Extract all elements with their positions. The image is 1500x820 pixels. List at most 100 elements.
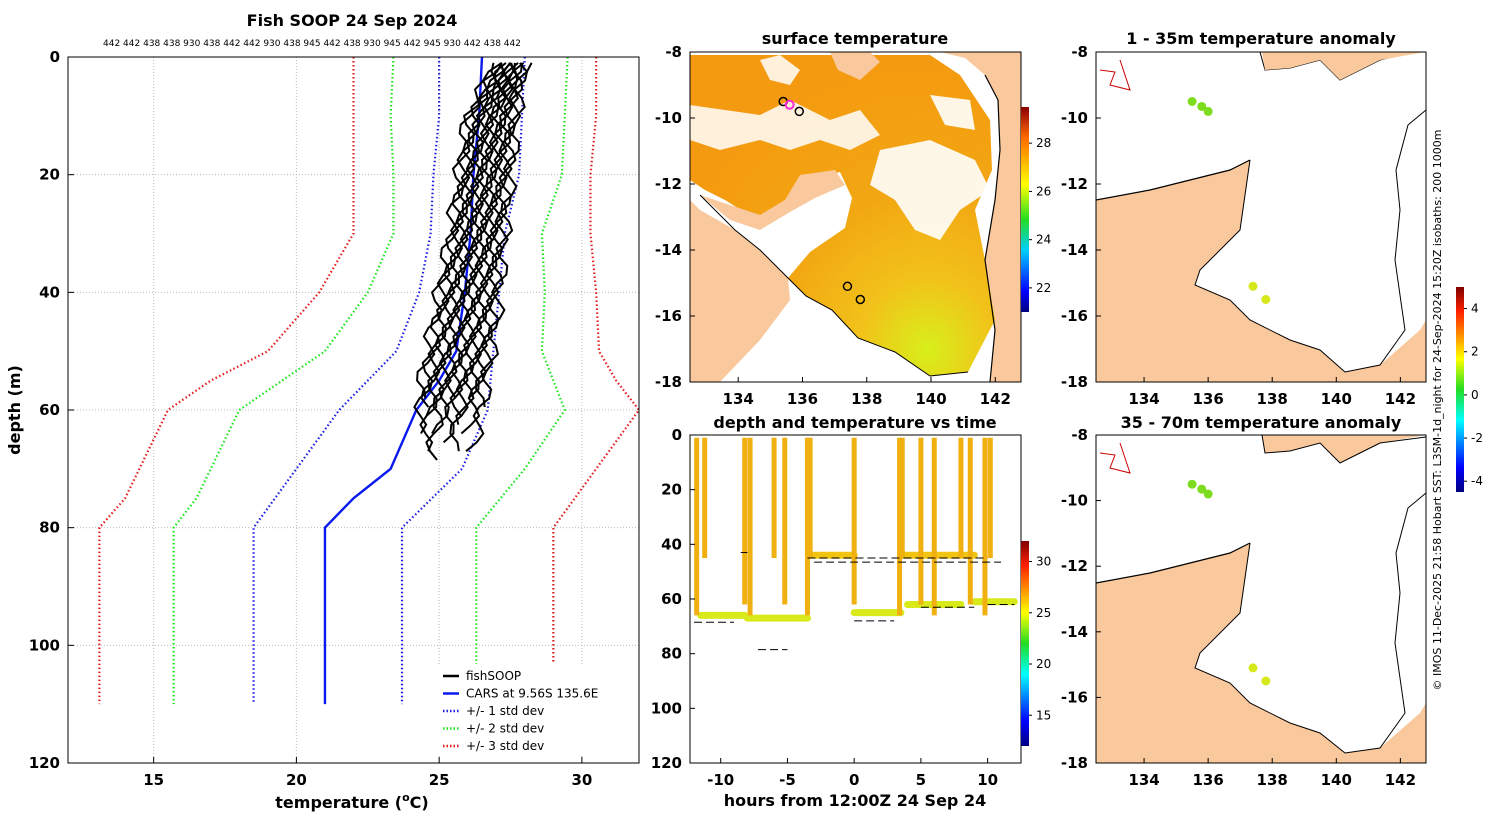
profile-ticks: 15 20 25 30 0 20 40 60 80 100 120 xyxy=(29,48,593,789)
y-tick-label: 100 xyxy=(29,636,60,654)
y-tick-label: -16 xyxy=(1061,307,1088,325)
y-tick-label: 0 xyxy=(672,426,682,444)
colorbar-tick-label: 2 xyxy=(1471,345,1479,359)
series-line xyxy=(400,56,526,705)
fish-soop-profiles xyxy=(413,62,533,461)
y-tick-label: 60 xyxy=(661,590,682,608)
x-tick-label: 25 xyxy=(429,771,450,789)
time-xlabel: hours from 12:00Z 24 Sep 24 xyxy=(724,791,986,810)
profile-grid xyxy=(68,56,639,764)
land-mass xyxy=(1096,543,1426,763)
anomaly-colorbar xyxy=(1456,287,1464,492)
legend-box xyxy=(438,664,618,756)
colorbar-tick-label: 24 xyxy=(1036,233,1051,247)
sst-map-area xyxy=(690,52,1021,382)
anom2-cruise-points xyxy=(1187,479,1271,686)
profile-series xyxy=(98,56,641,705)
colorbar-tick-label: 25 xyxy=(1036,606,1051,620)
anomaly-colorbar-ticks: -4 -2 0 2 4 xyxy=(1464,302,1483,488)
anom2-axes-frame xyxy=(1095,434,1427,764)
sst-ticks: 134 136 138 140 142 -8 -10 -12 -14 -16 -18 22 24 26 28 xyxy=(655,43,1051,408)
colorbar-tick-label: 22 xyxy=(1036,281,1051,295)
sst-title: surface temperature xyxy=(762,29,949,48)
x-tick-label: 136 xyxy=(787,390,818,408)
x-tick-label: 0 xyxy=(849,771,859,789)
y-tick-label: 120 xyxy=(651,754,682,772)
colorbar-tick-label: 30 xyxy=(1036,555,1051,569)
x-tick-label: 138 xyxy=(1257,390,1288,408)
y-tick-label: 120 xyxy=(29,754,60,772)
time-series-points xyxy=(694,437,1018,651)
x-tick-label: 5 xyxy=(916,771,926,789)
y-tick-label: 40 xyxy=(661,535,682,553)
y-tick-label: -14 xyxy=(1061,241,1088,259)
anom1-cruise-points xyxy=(1187,97,1271,304)
current-position-marker xyxy=(784,99,795,110)
fish-profile-line xyxy=(431,62,509,435)
fish-profile-line xyxy=(449,62,514,417)
x-tick-label: 20 xyxy=(286,771,307,789)
profile-chart: Fish SOOP 24 Sep 2024 442 442 438 438 93… xyxy=(5,11,641,812)
x-tick-label: 134 xyxy=(723,390,754,408)
profile-top-labels: 442 442 438 438 930 438 442 442 930 438 … xyxy=(103,39,521,49)
sst-cruise-positions xyxy=(778,96,866,305)
colorbar-tick-label: 20 xyxy=(1036,657,1051,671)
series-line xyxy=(98,57,355,705)
colorbar-tick-label: 28 xyxy=(1036,136,1051,150)
colorbar-tick-label: -4 xyxy=(1471,474,1483,488)
fish-profile-line xyxy=(413,62,503,435)
y-tick-label: 60 xyxy=(39,401,60,419)
y-tick-label: -8 xyxy=(665,43,682,61)
surface-temperature-map: surface temperature 134 136 138 140 142 -8 -10… xyxy=(655,29,1051,408)
series-line xyxy=(172,56,395,705)
legend-label: fishSOOP xyxy=(466,669,521,683)
y-tick-label: 80 xyxy=(39,519,60,537)
anom2-ticks: 134 136 138 140 142 -8 -10 -12 -14 -16 -18 xyxy=(1061,426,1416,789)
cruise-position-marker xyxy=(855,294,866,305)
y-tick-label: -18 xyxy=(1061,373,1088,391)
anomaly-map-1-35m: 1 - 35m temperature anomaly 134 136 138 140… xyxy=(1061,29,1427,408)
legend-label: +/- 3 std dev xyxy=(466,739,544,753)
y-tick-label: -10 xyxy=(1061,109,1088,127)
y-tick-label: 80 xyxy=(661,645,682,663)
sst-colorbar xyxy=(1021,107,1029,312)
x-tick-label: 140 xyxy=(915,390,946,408)
anomaly-point xyxy=(1203,489,1213,499)
y-tick-label: 20 xyxy=(39,166,60,184)
x-tick-label: 10 xyxy=(977,771,998,789)
colorbar-tick-label: -2 xyxy=(1471,431,1483,445)
series-line xyxy=(323,56,484,705)
y-tick-label: -12 xyxy=(1061,557,1088,575)
x-tick-label: 140 xyxy=(1321,390,1352,408)
x-tick-label: 142 xyxy=(1385,771,1416,789)
series-line xyxy=(475,56,569,705)
x-tick-label: -10 xyxy=(707,771,734,789)
anomaly-point xyxy=(1203,106,1213,116)
anomaly-point xyxy=(1197,101,1207,111)
anomaly-point xyxy=(1261,295,1271,304)
x-tick-label: 138 xyxy=(1257,771,1288,789)
profile-xlabel: temperature (oC) xyxy=(275,791,428,812)
legend-label: +/- 1 std dev xyxy=(466,704,544,718)
anomaly-point xyxy=(1261,676,1271,686)
fish-profile-line xyxy=(425,62,512,417)
series-line xyxy=(552,57,641,705)
x-tick-label: 134 xyxy=(1128,390,1159,408)
y-tick-label: -16 xyxy=(655,307,682,325)
anom1-axes-frame xyxy=(1095,51,1427,383)
series-line xyxy=(252,57,441,705)
fish-profile-line xyxy=(465,62,533,452)
y-tick-label: -14 xyxy=(655,241,682,259)
legend-label: +/- 2 std dev xyxy=(466,722,544,736)
x-tick-label: 140 xyxy=(1321,771,1352,789)
x-tick-label: 142 xyxy=(980,390,1011,408)
land-mass xyxy=(1096,160,1426,382)
anom1-ticks: 134 136 138 140 142 -8 -10 -12 -14 -16 -18 xyxy=(1061,43,1416,408)
legend-label: CARS at 9.56S 135.6E xyxy=(466,687,598,701)
y-tick-label: 0 xyxy=(50,48,60,66)
anomaly-point xyxy=(1248,663,1258,673)
fish-profile-line xyxy=(449,62,519,452)
x-tick-label: 15 xyxy=(143,771,164,789)
colorbar-tick-label: 15 xyxy=(1036,708,1051,722)
